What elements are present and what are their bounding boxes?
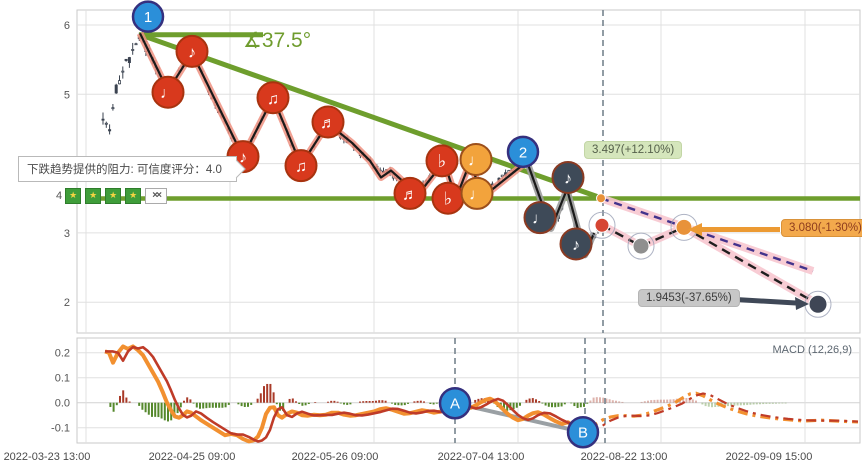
note-marker-icon[interactable]: ♫: [284, 149, 318, 183]
svg-text:♪: ♪: [188, 44, 196, 61]
price-y-tick: 6: [64, 20, 70, 32]
macd-marker-B[interactable]: B: [566, 415, 600, 449]
date-x-tick: 2022-07-04 13:00: [438, 451, 525, 463]
grid-and-borders: [76, 9, 861, 444]
macd-marker-A[interactable]: A: [438, 386, 472, 420]
price-y-tick: 5: [64, 89, 70, 101]
note-marker-icon[interactable]: ♭: [425, 144, 459, 178]
note-marker-icon[interactable]: ♩: [523, 201, 557, 235]
svg-text:♩: ♩: [160, 85, 176, 102]
pivot-marker-1[interactable]: 1: [131, 0, 165, 33]
date-x-tick: 2022-03-23 13:00: [4, 451, 91, 463]
price-y-tick: 2: [64, 297, 70, 309]
trend-angle-label: ∡37.5°: [243, 29, 312, 52]
note-marker-icon[interactable]: ♪: [175, 34, 209, 68]
macd-ab-markers[interactable]: AB: [438, 386, 600, 449]
price-y-tick: 3: [64, 228, 70, 240]
svg-text:♭: ♭: [444, 188, 453, 208]
macd-lines: [104, 344, 859, 444]
x-axis-ticks: 2022-03-23 13:00 2022-04-25 09:00 2022-05-…: [4, 451, 813, 463]
pivot-marker-2[interactable]: 2: [506, 135, 540, 169]
svg-text:♪: ♪: [239, 150, 247, 167]
svg-text:1: 1: [144, 9, 152, 26]
macd-y-tick: -0.1: [51, 423, 70, 435]
annotation-arrows: [688, 223, 809, 310]
date-x-tick: 2022-04-25 09:00: [149, 451, 236, 463]
macd-y-tick: 0.0: [55, 398, 70, 410]
confidence-star-disabled-icon: ××: [145, 187, 168, 204]
confidence-star-icon: ★: [125, 187, 142, 204]
note-marker-icon[interactable]: ♩: [460, 176, 494, 210]
resistance-tooltip: 下跌趋势提供的阻力: 可信度评分：4.0: [18, 156, 237, 182]
svg-text:♪: ♪: [572, 237, 580, 254]
svg-text:2: 2: [519, 144, 527, 161]
svg-text:♩: ♩: [468, 152, 484, 169]
svg-text:♫: ♫: [295, 159, 307, 176]
mid-price-label: 3.080(-1.30%): [781, 219, 862, 237]
date-x-tick: 2022-09-09 15:00: [726, 451, 813, 463]
note-marker-icon[interactable]: ♬: [311, 105, 345, 139]
target-price-label: 3.497(+12.10%): [584, 141, 683, 159]
low-price-label: 1.9453(-37.65%): [638, 289, 740, 307]
svg-text:♫: ♫: [267, 91, 279, 108]
confidence-star-icon: ★: [65, 187, 82, 204]
svg-text:♬: ♬: [320, 115, 336, 132]
svg-text:B: B: [578, 425, 588, 442]
note-marker-icon[interactable]: ♪: [559, 227, 593, 261]
date-x-tick: 2022-05-26 09:00: [292, 451, 379, 463]
pivot-number-markers[interactable]: 12: [131, 0, 540, 169]
confidence-stars: ★ ★ ★ ★ ××: [65, 187, 171, 204]
confidence-star-icon: ★: [105, 187, 122, 204]
note-marker-icon[interactable]: ♬: [393, 176, 427, 210]
macd-y-tick: 0.1: [55, 373, 70, 385]
note-marker-icon[interactable]: ♭: [431, 181, 465, 215]
wave-note-markers[interactable]: ♩ ♪ ♪ ♫ ♫ ♬ ♬ ♭ ♭ ♩ ♩ ♩ ♪ ♪: [151, 34, 593, 261]
svg-text:♪: ♪: [564, 170, 572, 187]
note-marker-icon[interactable]: ♫: [256, 81, 290, 115]
note-marker-icon[interactable]: ♪: [551, 160, 585, 194]
confidence-star-icon: ★: [85, 187, 102, 204]
svg-text:A: A: [450, 396, 460, 413]
svg-text:♭: ♭: [438, 151, 447, 171]
macd-y-tick: 0.2: [55, 348, 70, 360]
svg-text:♬: ♬: [402, 186, 418, 203]
note-marker-icon[interactable]: ♩: [151, 75, 185, 109]
svg-text:♩: ♩: [532, 211, 548, 228]
note-marker-icon[interactable]: ♩: [459, 142, 493, 176]
svg-text:♩: ♩: [469, 186, 485, 203]
date-x-tick: 2022-08-22 13:00: [581, 451, 668, 463]
confidence-rating: 4 ★ ★ ★ ★ ××: [56, 187, 171, 204]
price-projections: [588, 193, 832, 318]
macd-params-label: MACD (12,26,9): [772, 344, 852, 356]
y-axis-ticks: 6 5 4 3 2 0.2 0.1 0.0 -0.1: [51, 20, 70, 435]
confidence-score: 4: [56, 189, 63, 202]
resistance-tooltip-text: 下跌趋势提供的阻力: 可信度评分：4.0: [27, 164, 222, 176]
